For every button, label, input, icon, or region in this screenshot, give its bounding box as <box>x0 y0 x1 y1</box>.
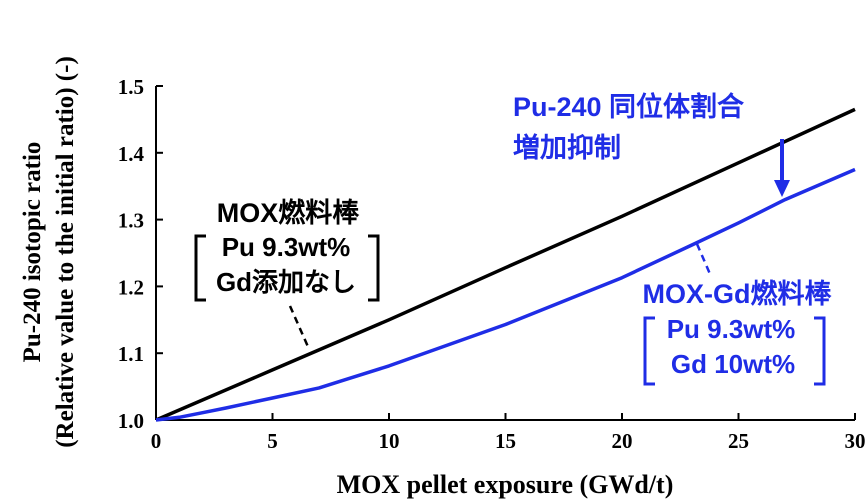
y-tick-label: 1.4 <box>118 142 145 166</box>
annotation-mox-gd-leader <box>695 243 712 275</box>
x-tick-label: 15 <box>495 429 516 453</box>
annotation-mox-right-bracket <box>368 234 380 302</box>
x-ticks: 0 5 10 15 20 25 30 <box>151 413 866 453</box>
y-tick-label: 1.5 <box>118 75 144 99</box>
annotation-effect-line1: Pu-240 同位体割合 <box>513 91 744 122</box>
annotation-mox-title: MOX燃料棒 <box>217 198 361 228</box>
x-tick-label: 20 <box>612 429 633 453</box>
annotation-mox-line2: Gd添加なし <box>216 267 356 297</box>
annotation-mox-gd-right-bracket <box>814 316 826 386</box>
x-tick-label: 5 <box>267 429 278 453</box>
x-tick-label: 30 <box>845 429 866 453</box>
annotation-effect: Pu-240 同位体割合 増加抑制 <box>513 91 790 197</box>
annotation-effect-line2: 増加抑制 <box>513 132 621 163</box>
annotation-mox-left-bracket <box>194 234 206 302</box>
annotation-mox: MOX燃料棒 Pu 9.3wt% Gd添加なし <box>194 198 380 350</box>
effect-arrow-head <box>774 180 790 197</box>
y-tick-label: 1.0 <box>118 409 144 433</box>
x-tick-label: 0 <box>151 429 162 453</box>
annotation-mox-leader <box>288 305 311 350</box>
x-tick-label: 10 <box>379 429 400 453</box>
y-tick-label: 1.2 <box>118 275 144 299</box>
series-line-mox-gd <box>155 167 856 422</box>
y-axis-label-line1: Pu-240 isotopic ratio <box>19 142 46 363</box>
series-line-mox <box>155 107 856 422</box>
annotation-mox-gd-title: MOX-Gd燃料棒 <box>643 279 833 309</box>
y-tick-label: 1.3 <box>118 209 144 233</box>
x-axis-label: MOX pellet exposure (GWd/t) <box>337 470 674 499</box>
annotation-mox-gd-line2: Gd 10wt% <box>671 349 795 379</box>
y-ticks: 1.0 1.1 1.2 1.3 1.4 1.5 <box>118 75 163 433</box>
annotation-mox-line1: Pu 9.3wt% <box>222 232 351 262</box>
annotation-mox-gd-left-bracket <box>643 316 655 386</box>
annotation-mox-gd: MOX-Gd燃料棒 Pu 9.3wt% Gd 10wt% <box>643 243 833 386</box>
y-tick-label: 1.1 <box>118 342 144 366</box>
annotation-mox-gd-line1: Pu 9.3wt% <box>667 314 796 344</box>
x-tick-label: 25 <box>728 429 749 453</box>
y-axis-label-line2: (Relative value to the initial ratio) (-… <box>52 56 79 448</box>
